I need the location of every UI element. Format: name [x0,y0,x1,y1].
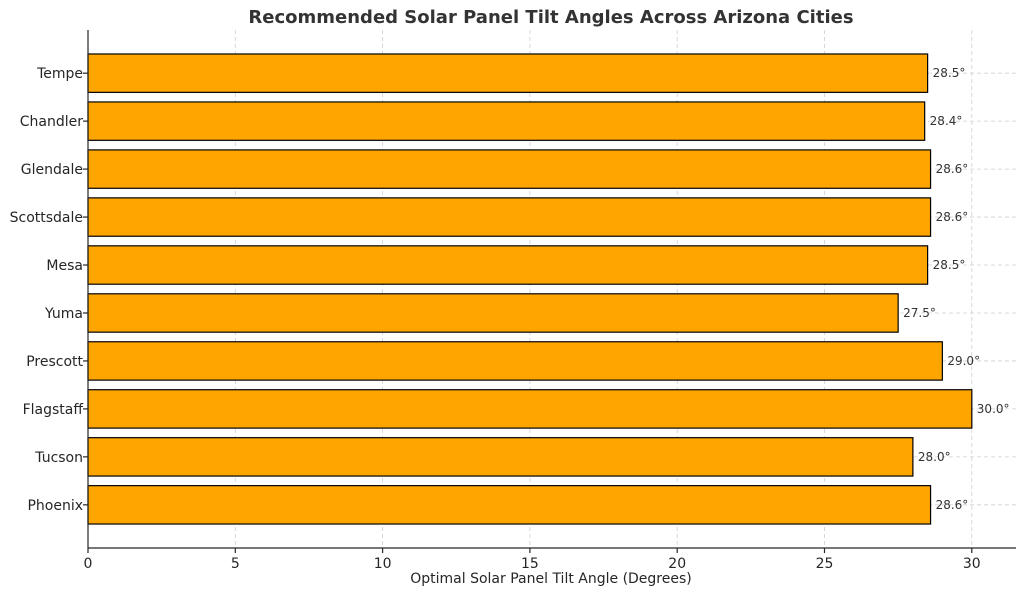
x-axis-label: Optimal Solar Panel Tilt Angle (Degrees) [410,571,692,587]
bar-phoenix [87,485,932,525]
x-tick-label: 5 [231,556,240,572]
data-label: 28.5° [933,66,966,80]
y-tick-label: Phoenix [27,498,83,514]
bar-prescott [87,341,943,381]
x-tick-label: 10 [374,556,392,572]
data-label: 29.0° [947,354,980,368]
data-label: 28.6° [936,162,969,176]
axis-layer [87,30,1016,549]
y-tick-layer: Phoenix Tucson Flagstaff Prescott Yuma Mesa Sc… [10,66,88,514]
chart-title: Recommended Solar Panel Tilt Angles Acro… [248,7,853,28]
x-tick-label: 25 [816,556,834,572]
data-label: 28.6° [936,210,969,224]
x-tick-label: 15 [521,556,539,572]
y-tick-label: Prescott [26,354,83,370]
data-label: 28.0° [918,450,951,464]
data-label: 28.6° [936,498,969,512]
data-label: 27.5° [903,306,936,320]
bar-yuma [87,293,899,333]
bar-tempe [87,53,929,93]
y-tick-label: Tucson [34,450,83,466]
bar-layer [87,53,973,525]
x-tick-layer: 0 5 10 15 20 25 30 [84,548,981,572]
data-label-layer: 28.6° 28.0° 30.0° 29.0° 27.5° 28.5° 28.6° 28.6°… [903,66,1009,512]
y-tick-label: Yuma [44,306,83,322]
bar-glendale [87,149,932,189]
x-tick-label: 0 [84,556,93,572]
x-tick-label: 30 [963,556,981,572]
bar-mesa [87,245,929,285]
data-label: 30.0° [977,402,1010,416]
y-tick-label: Chandler [20,114,83,130]
y-tick-label: Glendale [21,162,83,178]
bar-tucson [87,437,914,477]
data-label: 28.4° [930,114,963,128]
bar-chandler [87,101,926,141]
data-label: 28.5° [933,258,966,272]
y-tick-label: Scottsdale [10,210,83,226]
y-tick-label: Mesa [46,258,83,274]
y-tick-label: Tempe [36,66,83,82]
bar-scottsdale [87,197,932,237]
y-tick-label: Flagstaff [23,402,84,418]
x-tick-label: 20 [668,556,686,572]
bar-flagstaff [87,389,973,429]
